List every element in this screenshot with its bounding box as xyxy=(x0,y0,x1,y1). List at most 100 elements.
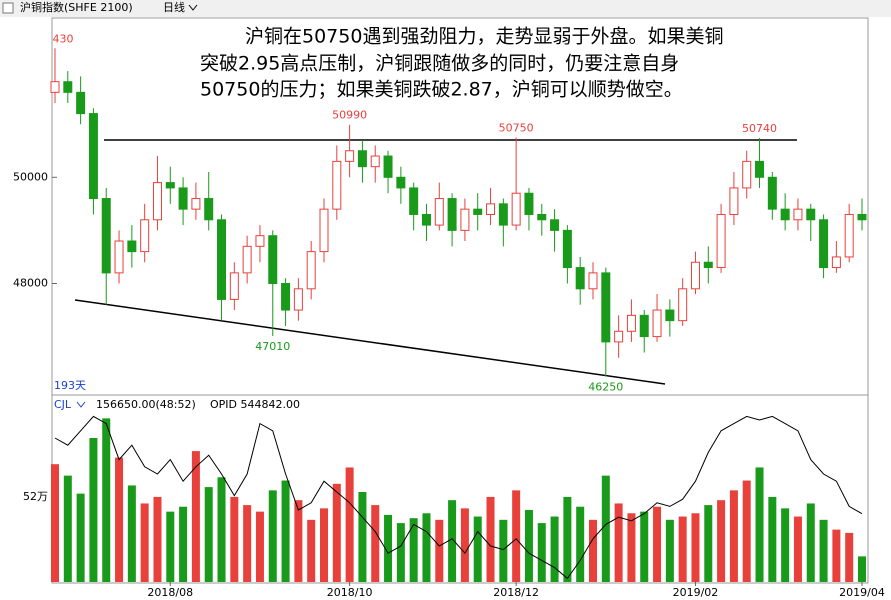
candle-body xyxy=(88,113,98,200)
candle-body xyxy=(742,160,752,189)
candle-body xyxy=(140,219,150,253)
volume-bar xyxy=(102,418,111,582)
high-label: 50750 xyxy=(499,121,534,134)
candle-body xyxy=(614,330,624,343)
volume-bar xyxy=(384,514,393,582)
volume-bar xyxy=(294,500,303,582)
candle-body xyxy=(819,219,829,269)
candle-body xyxy=(652,309,662,338)
candle-body xyxy=(473,208,483,215)
volume-bar xyxy=(704,505,713,582)
candle-body xyxy=(767,176,777,210)
volume-bar xyxy=(115,457,124,582)
volume-bar xyxy=(422,513,431,582)
candle-body xyxy=(383,155,393,178)
candle-body xyxy=(50,81,60,93)
volume-bar xyxy=(512,490,521,582)
candle-body xyxy=(601,272,611,343)
y-tick-label: 48000 xyxy=(13,276,48,289)
volume-bar xyxy=(307,519,316,582)
candle-body xyxy=(281,282,291,311)
candle-body xyxy=(101,198,111,274)
volume-bar xyxy=(166,511,175,582)
candle-body xyxy=(755,160,765,178)
price-frame xyxy=(51,17,869,396)
volume-bar xyxy=(191,451,200,582)
candle-body xyxy=(268,235,278,284)
x-tick-label: 2018/12 xyxy=(493,586,539,599)
volume-bar xyxy=(858,556,866,582)
candle-body xyxy=(434,198,444,226)
volume-bar xyxy=(806,503,815,582)
volume-bar xyxy=(89,438,98,582)
candle-body xyxy=(76,91,86,115)
volume-bar xyxy=(243,505,252,582)
candle-body xyxy=(511,192,521,226)
y-tick-label: 50000 xyxy=(13,170,48,183)
volume-tick-label: 52万 xyxy=(23,490,48,503)
volume-bar xyxy=(127,485,136,582)
commentary: 突破2.95高点压制，沪铜跟随做多的同时，仍要注意自身 xyxy=(200,53,679,75)
volume-bar xyxy=(51,464,59,582)
volume-bar xyxy=(717,500,726,582)
candle-body xyxy=(460,208,470,231)
candle-body xyxy=(729,187,739,215)
volume-bar xyxy=(332,483,341,582)
period[interactable]: 日线 xyxy=(163,0,185,14)
volume-bar xyxy=(576,506,585,582)
volume-bar xyxy=(691,513,700,582)
top-bar xyxy=(0,0,891,17)
candle-body xyxy=(357,150,367,168)
volume-bar xyxy=(845,532,854,582)
volume-bar xyxy=(793,516,802,582)
candle-body xyxy=(306,251,316,290)
days-label: 193天 xyxy=(54,379,86,392)
volume-bar xyxy=(781,508,790,582)
volume-bar xyxy=(435,519,444,582)
candle-body xyxy=(204,198,214,221)
candle-body xyxy=(217,219,227,300)
volume-bar xyxy=(640,511,649,582)
volume-bar xyxy=(678,516,687,582)
candle-body xyxy=(255,235,265,247)
candle-body xyxy=(127,240,137,253)
volume-bar xyxy=(448,500,457,582)
candle-body xyxy=(524,192,534,215)
volume-bar xyxy=(371,505,380,582)
volume-bar xyxy=(486,496,495,582)
opid-header: OPID 544842.00 xyxy=(210,398,300,411)
volume-bar xyxy=(230,496,239,582)
icon xyxy=(2,2,14,14)
volume-bar xyxy=(179,506,188,582)
volume-bar xyxy=(627,513,636,582)
candle-body xyxy=(370,155,380,168)
volume-bar xyxy=(819,519,828,582)
volume-bar xyxy=(550,516,559,582)
candle-body xyxy=(486,203,496,215)
volume-bar xyxy=(140,503,149,582)
candle-body xyxy=(409,187,419,215)
candle-body xyxy=(332,160,342,210)
candle-body xyxy=(191,198,201,210)
period-chevron[interactable] xyxy=(188,4,198,11)
commentary: 50750的压力；如果美铜跌破2.87，沪铜可以顺势做空。 xyxy=(200,79,683,101)
candle-body xyxy=(293,288,303,311)
candle-body xyxy=(588,272,598,290)
volume-chevron[interactable] xyxy=(76,401,86,408)
volume-bar xyxy=(563,496,572,582)
candle-body xyxy=(857,213,867,221)
volume-bar xyxy=(614,503,623,582)
volume-name[interactable]: CJL xyxy=(54,398,72,411)
candle-body xyxy=(178,187,188,210)
volume-bar xyxy=(768,496,777,582)
candle-body xyxy=(690,261,700,290)
volume-bar xyxy=(524,510,533,582)
volume-bar xyxy=(460,508,469,582)
volume-bar xyxy=(320,508,328,582)
support-line xyxy=(74,299,666,385)
volume-bar xyxy=(729,490,738,582)
candle-body xyxy=(537,213,547,221)
candle-body xyxy=(831,256,841,269)
